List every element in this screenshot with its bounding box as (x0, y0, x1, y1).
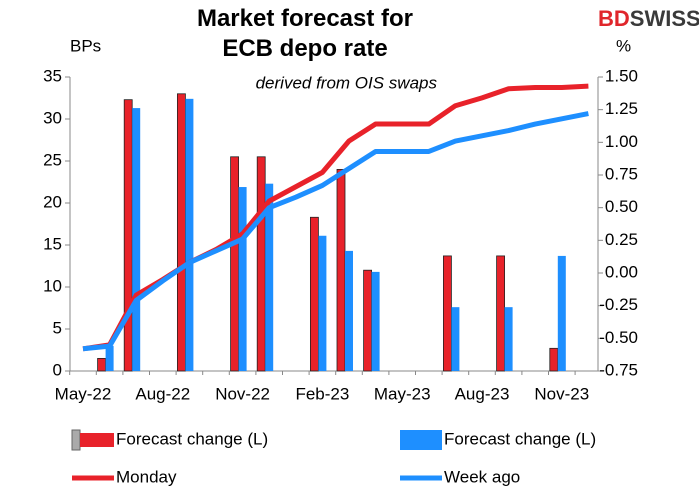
bar (557, 255, 566, 371)
y-tick-label: 20 (43, 192, 62, 211)
bar (345, 250, 353, 371)
bar (442, 255, 452, 372)
bar (238, 187, 247, 371)
y-tick-label: 0 (53, 360, 62, 379)
y2-tick-label: 1.00 (605, 132, 638, 151)
y2-tick-label: 0.00 (605, 262, 638, 281)
bar (451, 307, 460, 371)
x-tick-label: Feb-23 (295, 384, 349, 403)
bar (132, 108, 141, 371)
bar (549, 347, 559, 372)
legend-swatch (400, 430, 442, 450)
bar (185, 98, 194, 371)
bar (309, 216, 319, 372)
bar (504, 307, 513, 371)
y-tick-label: 35 (43, 66, 62, 85)
bar (265, 183, 274, 371)
y-tick-label: 25 (43, 150, 62, 169)
y2-axis-label: % (616, 36, 631, 55)
bar (336, 168, 346, 372)
x-tick-label: May-23 (374, 384, 431, 403)
y2-tick-label: 0.25 (605, 230, 638, 249)
legend-label: Monday (116, 467, 177, 486)
chart-title: Market forecast for ECB depo rate (196, 5, 414, 62)
y-tick-label: 30 (43, 108, 62, 127)
y2-tick-label: -0.75 (599, 360, 638, 379)
y-tick-label: 5 (53, 318, 62, 337)
y2-tick-label: 1.50 (605, 66, 638, 85)
logo-part: BD (598, 6, 630, 31)
y-tick-label: 15 (43, 234, 62, 253)
line (82, 111, 589, 352)
bar (371, 271, 380, 371)
y2-tick-label: 1.25 (605, 99, 638, 118)
x-tick-label: Aug-23 (455, 384, 510, 403)
logo: BDSWISS (598, 6, 699, 31)
logo-part: SWISS (630, 6, 699, 31)
y2-tick-label: -0.25 (599, 295, 638, 314)
bar (496, 255, 506, 372)
y2-tick-label: 0.50 (605, 197, 638, 216)
bar (363, 269, 373, 372)
x-tick-label: May-22 (55, 384, 112, 403)
x-tick-label: Aug-22 (135, 384, 190, 403)
bar (105, 345, 114, 371)
y2-tick-label: 0.75 (605, 164, 638, 183)
bar (97, 357, 106, 372)
legend-label: Forecast change (L) (116, 429, 268, 448)
x-tick-label: Nov-23 (534, 384, 589, 403)
y-axis-label: BPs (70, 36, 101, 55)
bar (123, 99, 133, 372)
legend-label: Week ago (444, 467, 520, 486)
y-tick-label: 10 (43, 276, 62, 295)
bar (176, 93, 186, 372)
legend-swatch (80, 433, 114, 447)
x-tick-label: Nov-22 (215, 384, 270, 403)
subtitle: derived from OIS swaps (256, 73, 438, 92)
legend-label: Forecast change (L) (444, 429, 596, 448)
legend-swatch (71, 429, 81, 451)
y2-tick-label: -0.50 (599, 328, 638, 347)
bar (256, 156, 266, 372)
bar (230, 156, 240, 372)
bar (318, 235, 327, 371)
